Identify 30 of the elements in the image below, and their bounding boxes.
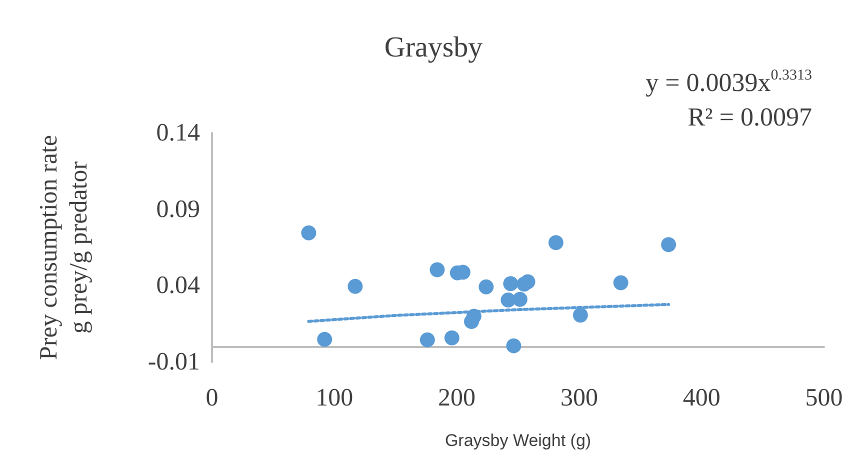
point [506, 338, 522, 354]
point [444, 330, 460, 346]
x-tick-label: 500 [805, 384, 843, 412]
point [548, 235, 564, 250]
x-axis-title: Graysby Weight (g) [444, 431, 592, 450]
y-tick-label: 0.09 [156, 196, 200, 223]
point [661, 237, 676, 252]
y-tick-label: -0.01 [148, 348, 200, 376]
point [348, 278, 363, 294]
text: R² = 0.0097 [688, 102, 812, 132]
y-axis-title: Prey consumption rate g prey/g predator [36, 135, 92, 360]
x-tick-label: 300 [560, 384, 598, 412]
point [430, 262, 445, 278]
point [420, 332, 435, 348]
point [512, 292, 528, 307]
chart-title: Graysby [384, 32, 484, 64]
point [317, 332, 332, 347]
x-tick-label: 100 [316, 384, 354, 412]
x-tick-label: 200 [438, 384, 476, 412]
point [503, 276, 518, 292]
point [613, 275, 628, 290]
point [520, 274, 536, 290]
x-tick-label: 0 [206, 384, 218, 412]
x-tick-label: 400 [682, 384, 720, 412]
point [478, 279, 494, 294]
y-tick-label: 0.04 [156, 272, 200, 300]
y-tick-label: 0.14 [156, 120, 200, 146]
point [572, 308, 588, 323]
point [464, 314, 479, 330]
point [301, 225, 316, 240]
